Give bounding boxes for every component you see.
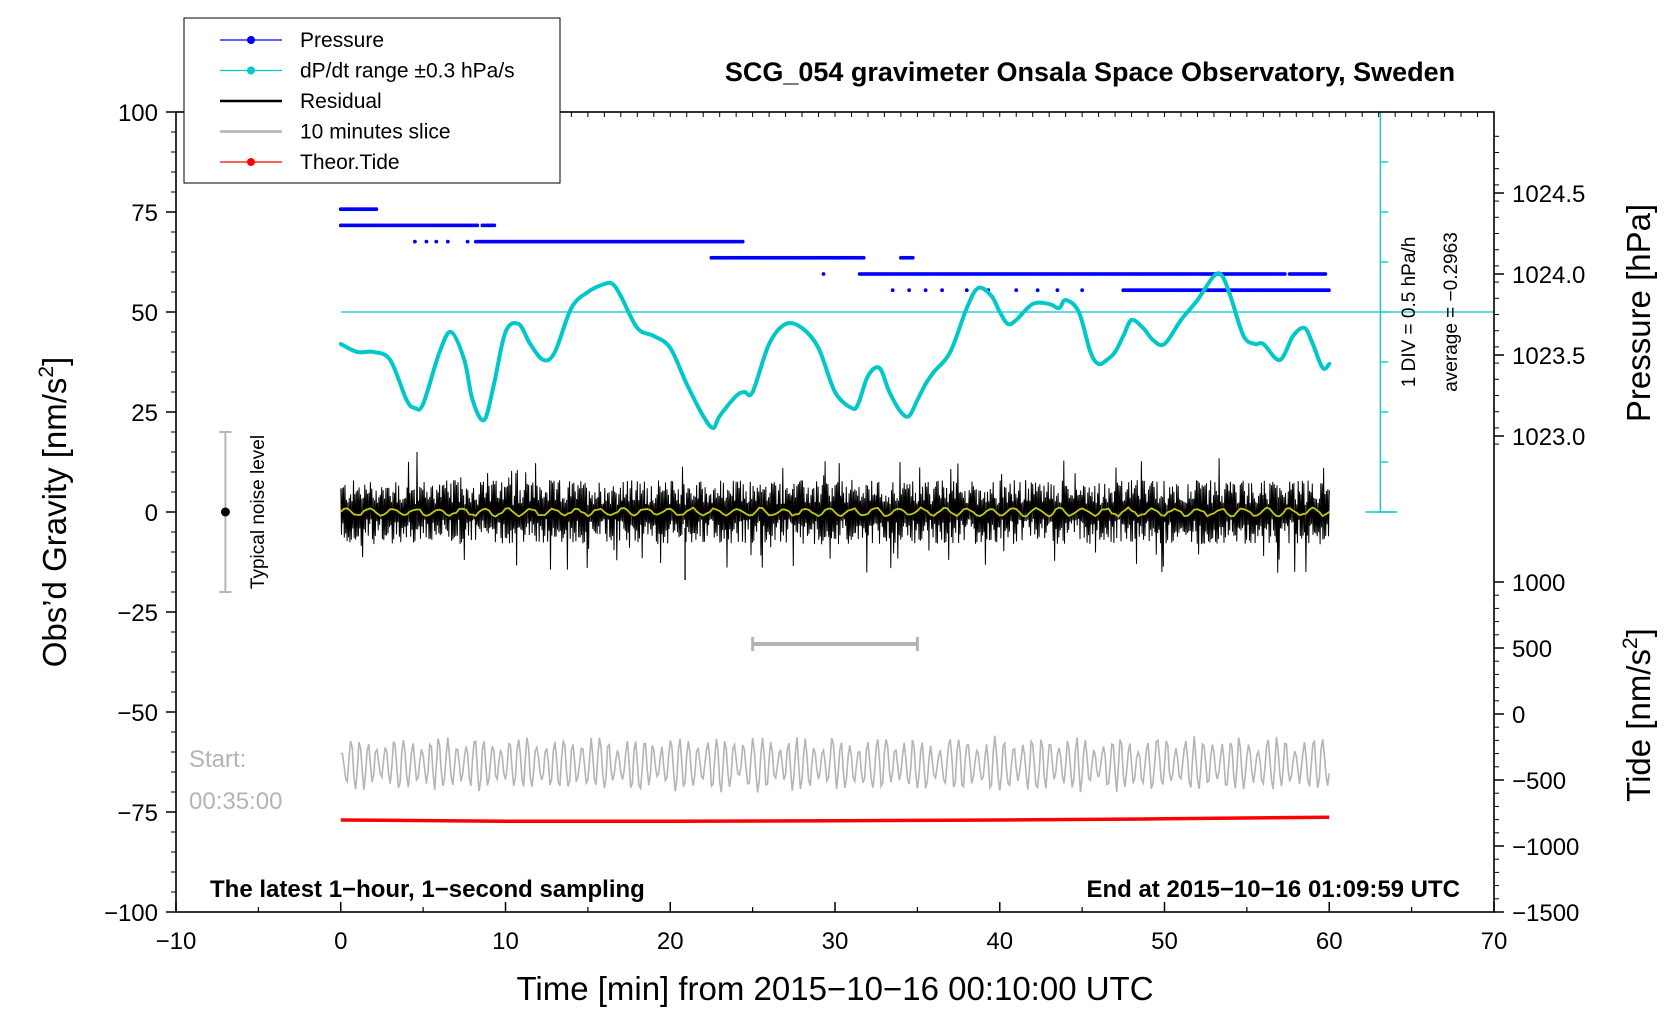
y-tick-label: 0 xyxy=(145,500,158,527)
y-axis-label-left-sup: 2 xyxy=(35,366,58,378)
x-tick-label: 20 xyxy=(657,928,684,955)
pressure-point xyxy=(740,239,745,244)
x-tick-label: 40 xyxy=(986,928,1013,955)
legend-items: Pressure dP/dt range ±0.3 hPa/s Residual 10… xyxy=(220,29,515,174)
y-tick-label: 25 xyxy=(131,400,158,427)
pressure-point xyxy=(492,223,497,228)
y-tick-label: −50 xyxy=(117,700,158,727)
x-tick-label: 50 xyxy=(1151,928,1178,955)
pressure-point xyxy=(1323,272,1328,276)
pressure-point xyxy=(890,288,895,293)
residual-series-line xyxy=(340,451,1330,573)
x-tick-label: 10 xyxy=(492,928,519,955)
noise-level-label: Typical noise level xyxy=(248,435,269,589)
start-label: Start: xyxy=(189,746,246,773)
tide-tick-label: −1500 xyxy=(1512,900,1579,927)
x-tick-label: −10 xyxy=(156,928,197,955)
start-time: 00:35:00 xyxy=(189,788,282,815)
y-axis-label-pressure: Pressure [hPa] xyxy=(1620,204,1657,422)
pressure-tick-label: 1024.5 xyxy=(1512,181,1585,208)
y-tick-label: −100 xyxy=(104,900,158,927)
tide-tick-label: −1000 xyxy=(1512,834,1579,861)
pressure-point xyxy=(475,223,480,228)
pressure-point xyxy=(424,239,429,244)
footer-right: End at 2015−10−16 01:09:59 UTC xyxy=(1086,876,1460,903)
legend-label: 10 minutes slice xyxy=(300,121,451,144)
tide-tick-label: 0 xyxy=(1512,702,1525,729)
x-axis-label: Time [min] from 2015−10−16 00:10:00 UTC xyxy=(516,970,1153,1007)
smoothed-residual-line xyxy=(340,506,1330,518)
pressure-point xyxy=(923,288,928,293)
pressure-point xyxy=(434,239,439,244)
chart-title: SCG_054 gravimeter Onsala Space Observat… xyxy=(725,57,1455,87)
y-axis-label-left-main: Obs’d Gravity [nm/s xyxy=(36,378,73,668)
y-axis-label-left-end: ] xyxy=(36,357,73,366)
pressure-point xyxy=(907,288,912,293)
slice-series-line xyxy=(340,735,1331,793)
pressure-point xyxy=(1282,272,1287,276)
pressure-tick-label: 1023.0 xyxy=(1512,424,1585,451)
legend: Pressure dP/dt range ±0.3 hPa/s Residual 10… xyxy=(183,17,561,184)
dpdt-average-label: average = −0.2963 xyxy=(1441,232,1462,392)
pressure-point xyxy=(412,239,417,244)
pressure-point xyxy=(1014,288,1019,293)
axes-layer: −10 0 10 20 30 40 50 60 701007550250−25−50−75−10… xyxy=(104,100,1585,955)
pressure-point xyxy=(1035,288,1040,293)
pressure-point xyxy=(910,255,915,260)
legend-marker xyxy=(247,36,255,44)
x-tick-label: 60 xyxy=(1316,928,1343,955)
y-axis-label-tide-end: ] xyxy=(1620,628,1657,637)
pressure-point xyxy=(964,288,969,293)
x-tick-label: 70 xyxy=(1481,928,1508,955)
dpdt-series-line xyxy=(338,271,1332,430)
dpdt-scale-label: 1 DIV = 0.5 hPa/h xyxy=(1399,237,1420,388)
legend-marker xyxy=(247,158,255,166)
tide-tick-label: 1000 xyxy=(1512,570,1565,597)
y-axis-label-tide-sup: 2 xyxy=(1619,637,1642,649)
pressure-point xyxy=(1327,288,1331,293)
y-axis-label-left: Obs’d Gravity [nm/s2] xyxy=(35,357,73,668)
legend-label: dP/dt range ±0.3 hPa/s xyxy=(300,60,515,83)
pressure-point xyxy=(940,288,944,293)
x-tick-label: 30 xyxy=(822,928,849,955)
pressure-point xyxy=(465,239,470,244)
pressure-tick-label: 1023.5 xyxy=(1512,343,1585,370)
pressure-point xyxy=(1080,288,1085,293)
y-tick-label: 75 xyxy=(131,200,158,227)
pressure-tick-label: 1024.0 xyxy=(1512,262,1585,289)
tide-series-line xyxy=(340,815,1330,823)
pressure-point xyxy=(861,255,866,260)
legend-label: Theor.Tide xyxy=(300,151,400,174)
legend-marker xyxy=(247,66,255,75)
y-tick-label: −25 xyxy=(117,600,158,627)
footer-left: The latest 1−hour, 1−second sampling xyxy=(210,876,645,903)
y-tick-label: 50 xyxy=(131,300,158,327)
y-axis-label-tide: Tide [nm/s2] xyxy=(1619,628,1657,802)
pressure-point xyxy=(445,239,450,244)
tide-tick-label: 500 xyxy=(1512,636,1552,663)
y-axis-label-tide-main: Tide [nm/s xyxy=(1620,649,1657,802)
pressure-point xyxy=(1055,288,1060,293)
plot-layer xyxy=(219,111,1494,823)
legend-label: Residual xyxy=(300,90,382,113)
pressure-point xyxy=(821,272,826,276)
tide-tick-label: −500 xyxy=(1512,768,1566,795)
pressure-point xyxy=(374,207,379,212)
legend-label: Pressure xyxy=(300,29,384,52)
noise-indicator-dot xyxy=(220,507,230,517)
x-tick-label: 0 xyxy=(334,928,347,955)
y-tick-label: −75 xyxy=(117,800,158,827)
y-tick-label: 100 xyxy=(118,100,158,127)
